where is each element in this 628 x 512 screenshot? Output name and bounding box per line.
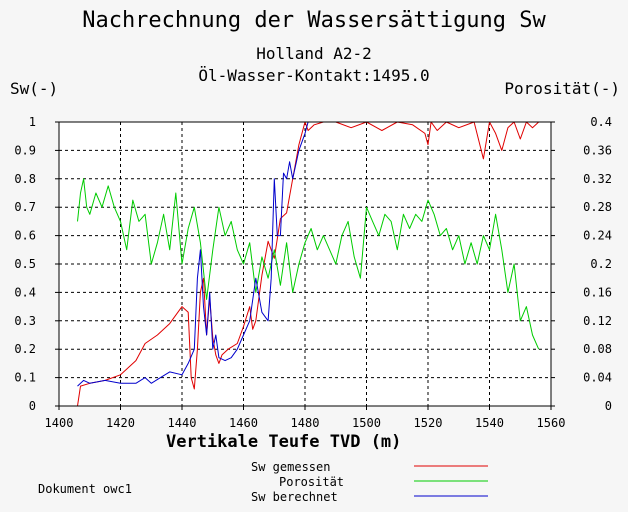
series-line-porositaet [77, 178, 540, 350]
x-tick-label: 1500 [352, 416, 381, 430]
chart-subtitle-contact: Öl-Wasser-Kontakt:1495.0 [198, 66, 430, 85]
legend-label-porositaet: Porosität [279, 475, 345, 489]
x-tick-label: 1520 [414, 416, 443, 430]
y-right-tick-label: 0.16 [583, 285, 612, 299]
y-right-tick-label: 0.12 [583, 314, 612, 328]
y-right-tick-label: 0.08 [583, 342, 612, 356]
x-tick-label: 1400 [45, 416, 74, 430]
y-left-tick-label: 0 [29, 399, 36, 413]
y-left-tick-label: 0.9 [14, 143, 36, 157]
x-tick-label: 1420 [106, 416, 135, 430]
series-line-sw-gemessen [77, 121, 540, 407]
x-tick-label: 1540 [475, 416, 504, 430]
x-tick-label: 1440 [168, 416, 197, 430]
x-tick-label: 1480 [291, 416, 320, 430]
legend-label-sw-gemessen: Sw gemessen [251, 460, 331, 474]
y-axis-left-label: Sw(-) [10, 79, 59, 98]
y-right-tick-label: 0.2 [590, 257, 612, 271]
series-line-sw-berechnet [77, 121, 309, 387]
y-right-tick-label: 0 [605, 399, 612, 413]
x-tick-label: 1460 [229, 416, 258, 430]
y-left-tick-label: 0.5 [14, 257, 36, 271]
y-left-tick-label: 0.6 [14, 229, 36, 243]
chart-title: Nachrechnung der Wassersättigung Sw [82, 8, 546, 33]
y-left-tick-label: 0.4 [14, 285, 36, 299]
y-right-tick-label: 0.28 [583, 200, 612, 214]
y-left-tick-label: 0.7 [14, 200, 36, 214]
y-right-tick-label: 0.32 [583, 172, 612, 186]
chart-subtitle-well: Holland A2-2 [256, 44, 372, 63]
y-left-tick-label: 0.2 [14, 342, 36, 356]
document-note: Dokument owc1 [38, 482, 132, 496]
x-axis-label: Vertikale Teufe TVD (m) [166, 432, 402, 452]
y-left-tick-label: 0.1 [14, 371, 36, 385]
y-left-tick-label: 1 [29, 115, 36, 129]
y-right-tick-label: 0.24 [583, 229, 612, 243]
y-left-tick-label: 0.3 [14, 314, 36, 328]
y-right-tick-label: 0.04 [583, 371, 612, 385]
y-left-tick-label: 0.8 [14, 172, 36, 186]
x-tick-label: 1560 [537, 416, 566, 430]
y-axis-right-label: Porosität(-) [504, 79, 620, 98]
legend-label-sw-berechnet: Sw berechnet [251, 490, 338, 504]
plot-frame [58, 121, 552, 407]
y-right-tick-label: 0.36 [583, 143, 612, 157]
y-right-tick-label: 0.4 [590, 115, 612, 129]
